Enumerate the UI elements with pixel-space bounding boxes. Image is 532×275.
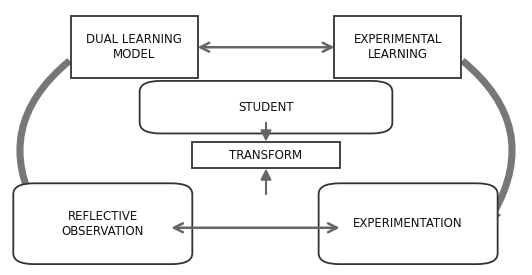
Text: TRANSFORM: TRANSFORM bbox=[229, 148, 303, 161]
Text: EXPERIMENTATION: EXPERIMENTATION bbox=[353, 217, 463, 230]
FancyBboxPatch shape bbox=[140, 81, 392, 133]
FancyBboxPatch shape bbox=[319, 183, 497, 264]
FancyBboxPatch shape bbox=[335, 16, 461, 78]
FancyArrowPatch shape bbox=[461, 59, 515, 221]
Text: EXPERIMENTAL
LEARNING: EXPERIMENTAL LEARNING bbox=[353, 33, 442, 61]
FancyBboxPatch shape bbox=[71, 16, 197, 78]
Text: REFLECTIVE
OBSERVATION: REFLECTIVE OBSERVATION bbox=[62, 210, 144, 238]
FancyBboxPatch shape bbox=[13, 183, 192, 264]
Text: DUAL LEARNING
MODEL: DUAL LEARNING MODEL bbox=[87, 33, 182, 61]
FancyBboxPatch shape bbox=[192, 142, 340, 169]
Text: STUDENT: STUDENT bbox=[238, 101, 294, 114]
FancyArrowPatch shape bbox=[17, 59, 71, 221]
